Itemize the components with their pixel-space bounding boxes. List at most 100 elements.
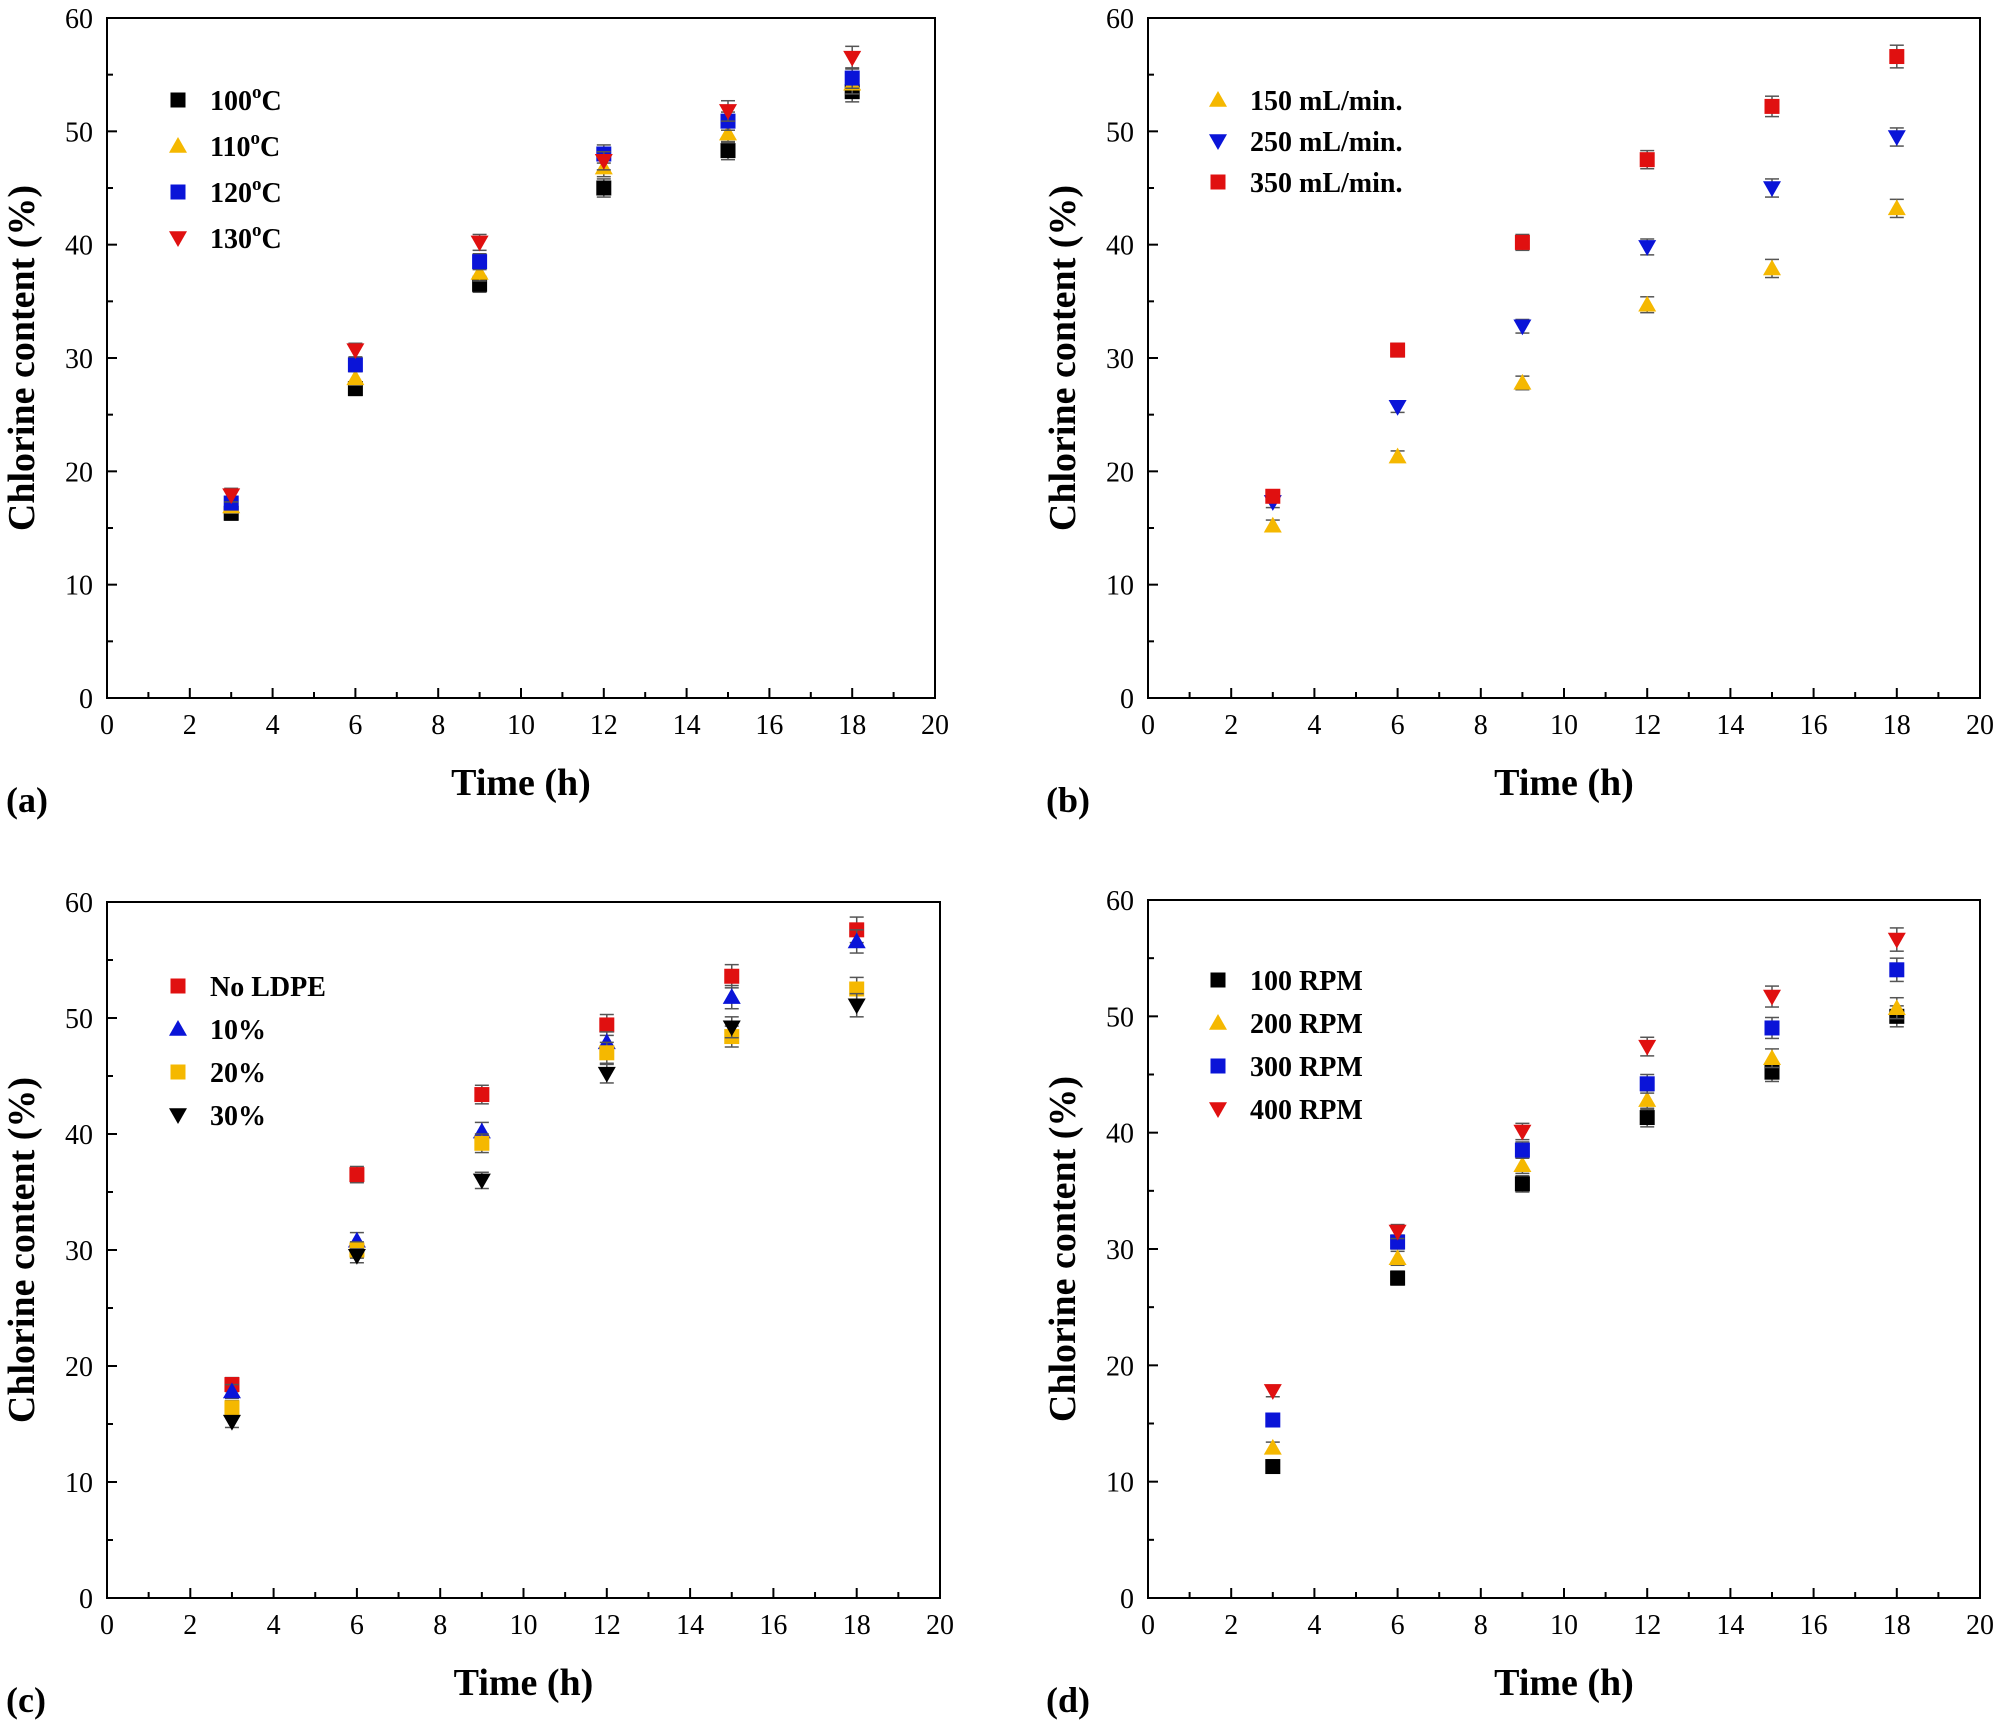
legend-label: 120oC <box>210 174 282 209</box>
legend-label: 200 RPM <box>1250 1009 1363 1040</box>
data-point <box>1513 319 1532 336</box>
x-tick-label: 8 <box>433 1610 447 1641</box>
x-tick-label: 14 <box>1716 710 1744 741</box>
legend-marker <box>1209 1014 1227 1030</box>
legend-unit-degree: o <box>252 220 262 241</box>
data-point <box>599 1045 615 1061</box>
x-tick-label: 4 <box>266 710 280 741</box>
data-point <box>347 1249 366 1265</box>
legend-label: 100oC <box>210 82 282 117</box>
legend: 150 mL/min. 250 mL/min. 350 mL/min. <box>1209 86 1402 199</box>
legend-label: 150 mL/min. <box>1250 86 1402 117</box>
data-point <box>224 1400 240 1416</box>
series-1 <box>224 916 865 1393</box>
panel-label: (c) <box>6 1680 46 1720</box>
y-tick-label: 30 <box>65 344 93 375</box>
legend-unit-letter: C <box>262 86 282 117</box>
x-axis-title: Time (h) <box>454 1662 594 1704</box>
data-point <box>222 1414 241 1431</box>
data-point <box>1764 98 1780 114</box>
x-tick-label: 10 <box>1550 1610 1578 1641</box>
data-point <box>346 369 365 386</box>
legend-marker <box>169 231 187 247</box>
chart-panel-a: 0 2 4 6 8 10 12 14 16 18 20 0 10 20 30 40 50 60 Time (h) Ch… <box>1 4 949 820</box>
x-tick-label: 16 <box>1800 1610 1828 1641</box>
legend-unit-letter: C <box>260 132 280 163</box>
data-point <box>1388 399 1407 416</box>
x-tick-label: 16 <box>755 710 783 741</box>
x-tick-label: 10 <box>1550 710 1578 741</box>
x-tick-label: 18 <box>843 1610 871 1641</box>
series-4 <box>222 45 862 505</box>
x-tick-label: 16 <box>759 1610 787 1641</box>
legend-label: 10% <box>210 1015 266 1046</box>
legend-unit-degree: o <box>252 82 262 103</box>
data-point <box>719 104 737 120</box>
data-point <box>1638 1091 1657 1107</box>
legend-marker <box>169 137 187 153</box>
series-3 <box>224 976 865 1416</box>
series-4 <box>1263 927 1906 1400</box>
data-point <box>472 254 488 270</box>
y-tick-label: 60 <box>65 4 93 35</box>
data-point <box>470 235 489 252</box>
plot-frame <box>106 901 941 1599</box>
legend-marker <box>1210 1058 1226 1074</box>
data-point <box>349 1167 365 1183</box>
y-axis-title: Chlorine content (%) <box>1042 1076 1084 1422</box>
series-1 <box>223 80 860 521</box>
y-tick-label: 20 <box>1106 1351 1134 1382</box>
data-point <box>599 1017 615 1033</box>
x-tick-label: 20 <box>921 710 949 741</box>
x-tick-label: 4 <box>267 1610 281 1641</box>
y-tick-label: 20 <box>1106 457 1134 488</box>
data-point <box>1639 152 1655 168</box>
x-tick-label: 6 <box>348 710 362 741</box>
x-tick-label: 18 <box>838 710 866 741</box>
data-point <box>1388 447 1407 464</box>
data-point <box>597 1033 616 1050</box>
data-point <box>474 1135 490 1151</box>
legend-marker <box>170 184 186 200</box>
data-point <box>1889 49 1905 65</box>
x-tick-label: 10 <box>507 710 535 741</box>
legend-marker <box>1210 972 1226 988</box>
data-point <box>1887 999 1906 1015</box>
y-axis-title: Chlorine content (%) <box>1 185 43 531</box>
y-tick-label: 60 <box>1106 886 1134 917</box>
data-point <box>724 968 740 984</box>
series-1 <box>1265 1005 1905 1475</box>
legend-label: No LDPE <box>210 972 326 1003</box>
legend-marker <box>1209 134 1227 150</box>
y-tick-label: 50 <box>65 1004 93 1035</box>
x-tick-label: 6 <box>350 1610 364 1641</box>
x-tick-label: 8 <box>1474 1610 1488 1641</box>
legend-label: 20% <box>210 1058 266 1089</box>
data-point <box>474 1087 490 1103</box>
x-tick-label: 8 <box>431 710 445 741</box>
legend-marker <box>1209 91 1227 107</box>
y-tick-label: 50 <box>65 117 93 148</box>
data-point <box>1265 1459 1281 1475</box>
x-tick-label: 18 <box>1883 710 1911 741</box>
x-tick-label: 2 <box>1224 710 1238 741</box>
data-point <box>1265 1412 1281 1428</box>
x-axis-title: Time (h) <box>1494 1662 1634 1704</box>
data-point <box>844 70 860 86</box>
y-axis-title: Chlorine content (%) <box>1 1077 43 1423</box>
y-tick-label: 10 <box>1106 1468 1134 1499</box>
chart-panel-b: 0 2 4 6 8 10 12 14 16 18 20 0 10 20 30 40 50 60 Time (h) Ch… <box>1042 4 1994 820</box>
legend-label: 250 mL/min. <box>1250 127 1402 158</box>
y-tick-label: 0 <box>1120 1584 1134 1615</box>
data-point <box>1514 1176 1530 1192</box>
data-point <box>597 1066 616 1083</box>
legend-marker <box>170 978 186 994</box>
x-axis-title: Time (h) <box>451 762 591 804</box>
data-point <box>1513 373 1532 390</box>
y-tick-label: 30 <box>1106 344 1134 375</box>
chart-panel-d: 0 2 4 6 8 10 12 14 16 18 20 0 10 20 30 40 50 60 Time (h) Ch… <box>1042 886 1994 1720</box>
legend-label: 400 RPM <box>1250 1095 1363 1126</box>
legend: 100oC 110oC 120oC 130oC <box>169 82 282 255</box>
x-tick-label: 20 <box>1966 1610 1994 1641</box>
legend-unit-letter: C <box>262 224 282 255</box>
